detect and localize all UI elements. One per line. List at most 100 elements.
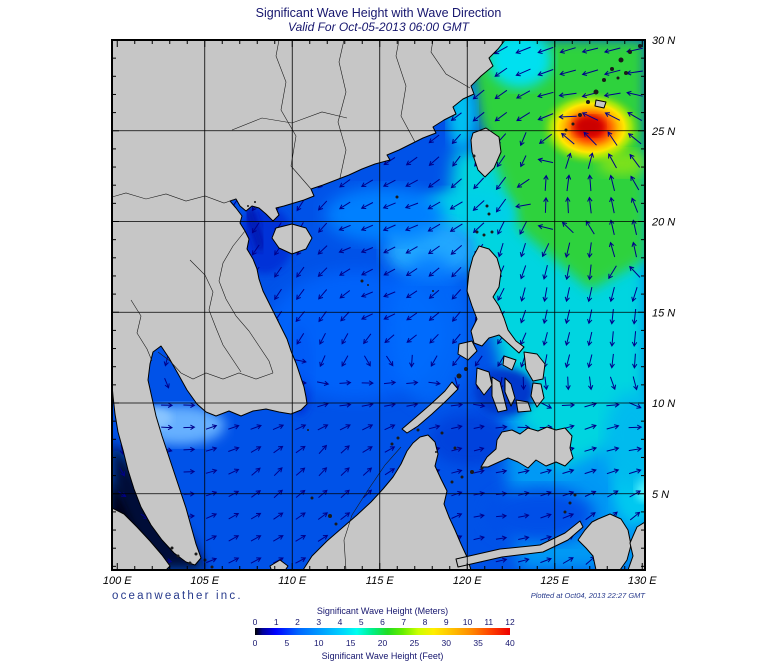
wave-arrow [565,376,571,391]
wave-arrow [561,402,576,408]
island-cebu [504,377,516,407]
wave-arrow [205,513,218,519]
wave-arrow [473,513,485,519]
axis-labels: 100 E 105 E 110 E 115 E 120 E 125 E 130 E 30 N 2… [103,35,675,587]
wave-arrow [295,311,305,323]
wave-arrow [384,334,395,344]
wave-arrow [384,446,396,453]
wave-arrow [360,224,374,231]
wave-arrow [495,198,507,213]
colorbar-feet-tick: 5 [285,638,290,648]
wave-arrow [606,424,620,430]
wave-arrow [584,424,597,430]
wave-arrow [542,332,548,346]
wave-arrow [428,156,440,166]
wave-arrow [295,467,306,476]
wave-arrow [318,222,328,233]
wave-arrow [583,131,597,146]
wave-arrow [318,311,327,323]
wave-arrow [564,242,571,258]
wave-arrow [472,200,485,211]
colorbar-meters-tick: 3 [316,617,321,627]
wave-arrow [519,265,527,280]
ocean-cyan-east-china-sea [488,40,552,88]
wave-arrow [317,512,329,520]
wave-arrow [341,355,349,367]
wave-arrow [603,47,621,54]
wave-arrow [565,196,571,214]
wave-arrow [607,131,618,146]
wave-arrow [206,557,218,564]
wave-arrow [361,268,373,276]
wave-arrow [495,176,507,191]
wave-arrow [272,424,285,431]
wave-arrow [427,178,440,188]
wave-arrow [339,290,351,299]
wave-arrow [317,424,329,431]
wave-arrow [519,242,526,258]
wave-arrow [404,202,419,209]
lat-label-30: 30 N [652,35,675,47]
wave-arrow [609,174,615,192]
wave-arrow [382,179,396,187]
wave-arrow [543,196,549,213]
wave-arrow [339,424,351,431]
wave-arrow [632,376,639,391]
wave-arrow [564,264,570,281]
wave-arrow [338,224,351,231]
colorbar-feet-tick: 25 [410,638,420,648]
colorbar-legend: Significant Wave Height (Meters)0 1 2 3 4 5 6 7… [253,606,515,661]
wave-arrow [451,468,463,474]
ocean-celebes-sea [485,487,595,543]
wave-arrow [427,201,441,210]
wave-arrow [340,467,350,476]
wave-arrow [609,376,617,391]
wave-arrow [564,287,570,303]
wave-arrow [609,309,615,325]
wave-arrow [474,355,483,367]
wave-arrow [382,224,396,232]
wave-arrow [542,287,548,303]
wave-arrow [520,376,527,391]
wave-arrow [250,424,262,430]
wave-arrow [627,112,643,122]
wave-arrow [451,289,462,300]
wave-arrow [516,112,531,122]
oceanweather-logo-text: oceanweather inc. [112,590,243,602]
wave-arrow [452,355,461,367]
wave-arrow [428,134,440,144]
wave-arrow [630,175,640,191]
colorbar-meters-tick: 1 [274,617,279,627]
wave-arrow [405,156,418,166]
wave-arrow [473,177,485,190]
wave-arrow [340,311,350,322]
wave-arrow [360,291,373,298]
wave-arrow [495,468,508,475]
wave-arrow [409,354,415,368]
wave-arrow [541,243,550,258]
colorbar-feet-tick: 40 [505,638,515,648]
wave-arrow [273,467,283,477]
wave-arrow [586,286,593,303]
wave-arrow [319,332,326,345]
wave-arrow [340,512,351,520]
wave-arrow [295,512,306,520]
wave-arrow [540,513,552,519]
wave-arrow [163,355,169,367]
colorbar-meters-tick: 0 [253,617,258,627]
wave-arrow [581,112,599,121]
island-sumatra [112,507,171,570]
island-mindanao [480,426,574,469]
wave-arrow [274,288,282,301]
wave-arrow [608,153,617,169]
wave-arrow [164,378,170,389]
wave-arrow [626,90,643,97]
colorbar-meters-tick: 9 [444,617,449,627]
wave-arrow [472,89,485,100]
island-luzon [466,245,525,354]
colorbar-meters-tick: 12 [505,617,515,627]
storm-swell-tail [598,150,645,176]
wave-arrow [228,446,240,452]
island-masbate [502,355,517,371]
